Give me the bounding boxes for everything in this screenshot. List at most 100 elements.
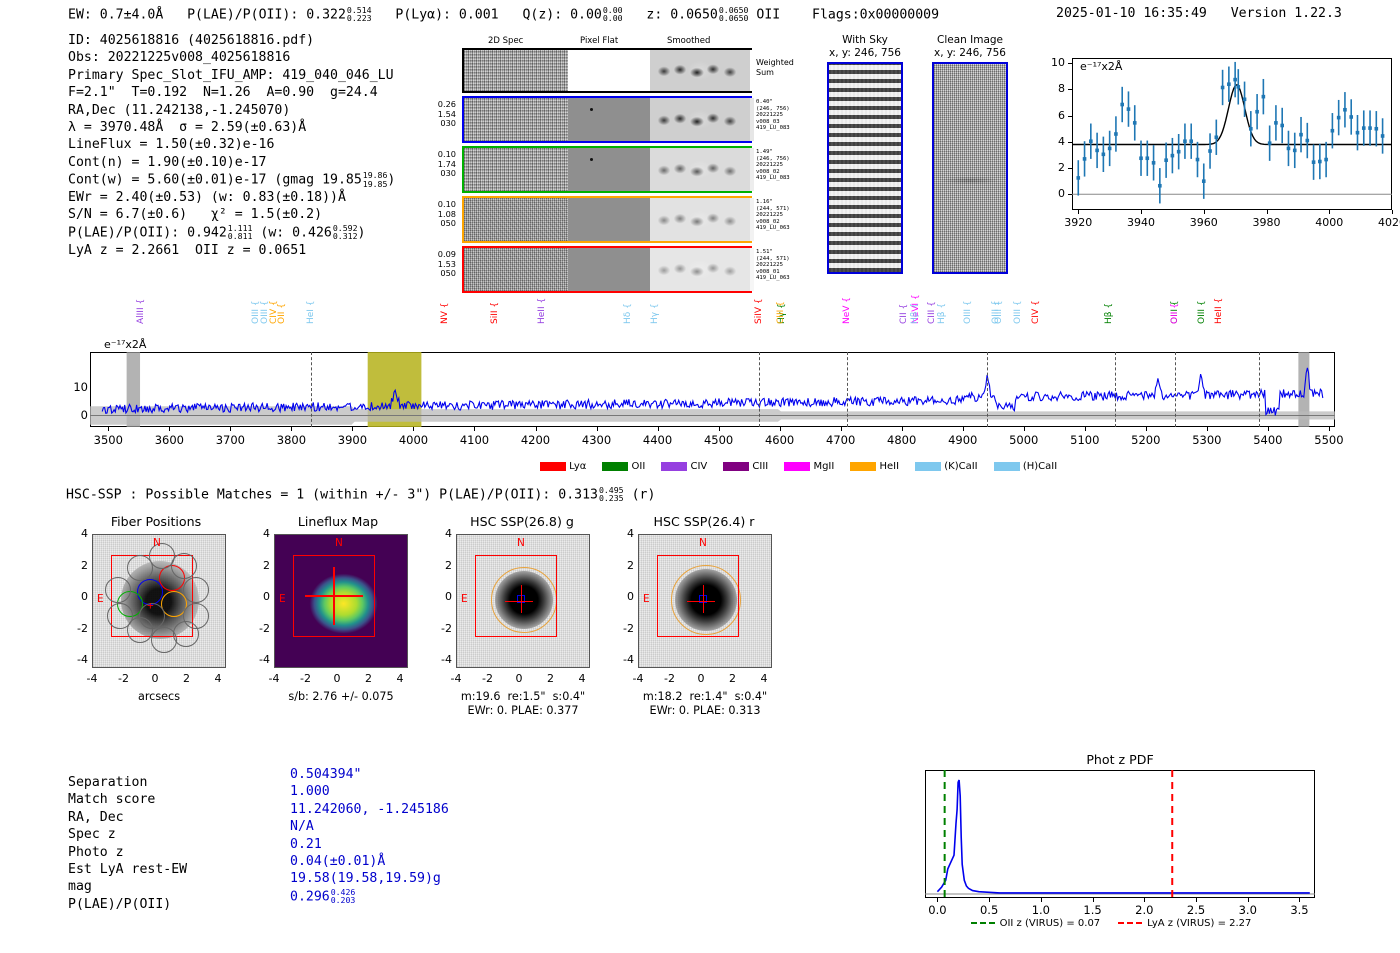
row-label-radec: RA, Dec [68, 809, 124, 825]
spectral-line-label: SiIV { [753, 298, 764, 324]
axis-tick-label: 2 [1058, 161, 1065, 175]
header-qz-range: 0.00 0.00 [602, 5, 623, 24]
axis-tick-label: 1.5 [1083, 903, 1102, 917]
spec2d-cell-smoothed [650, 50, 750, 91]
hsc-r-image: N E [638, 534, 772, 668]
axis-tick-label: 3920 [1064, 216, 1093, 229]
axis-tick-label: 3800 [276, 433, 307, 447]
hsc-heading-text: HSC-SSP : Possible Matches = 1 (within +… [66, 487, 598, 503]
legend-swatch [784, 461, 811, 471]
axis-tick-label: 0 [697, 672, 705, 685]
axis-tick-label: 4 [1058, 134, 1065, 148]
spectral-line-label: SiII { [490, 301, 501, 324]
header-plae-range: 0.514 0.223 [346, 5, 372, 24]
y-tick [1068, 168, 1072, 170]
axis-tick-label: 4500 [703, 433, 734, 447]
header-summary-line: EW: 0.7±4.0Å P(LAE)/P(OII): 0.322 0.514 0.… [68, 6, 939, 23]
spec2d-cell-smoothed [650, 98, 750, 141]
y-tick [1068, 115, 1072, 117]
x-tick [962, 427, 964, 431]
header-plae-label: P(LAE)/P(OII): [187, 7, 299, 23]
x-tick [1084, 427, 1086, 431]
spectrum-flux-annotation: e⁻¹⁷x2Å [104, 338, 147, 351]
row-value-radec: 11.242060, -1.245186 [290, 801, 449, 817]
axis-tick-label: 2 [81, 558, 88, 572]
x-tick [1206, 427, 1208, 431]
legend-swatch [993, 461, 1020, 471]
fiber-circle [139, 603, 165, 629]
cutout-with-sky-image [827, 62, 903, 274]
y-tick [1068, 63, 1072, 65]
compass-east-label: E [279, 593, 286, 605]
row-value-spec-z: N/A [290, 819, 314, 835]
legend-entry: MgII [784, 461, 834, 472]
y-tick [1068, 89, 1072, 91]
spec2d-row1-right-labels: 0.40" (246, 756) 20221225 v008_03 419_LU_083 [756, 99, 790, 132]
row-value-plae: 0.296 0.426 0.203 [290, 886, 356, 906]
axis-tick-label: 3700 [215, 433, 245, 447]
spectral-line-label: OIII { [1012, 300, 1023, 324]
spectral-line-label: Hβ { [936, 302, 947, 324]
legend-swatch [661, 461, 688, 471]
spec2d-row-fiber-2: 0.10 1.74 030 1.49" (246, 756) 20221225 v008_… [438, 146, 790, 193]
fiber-circle [183, 577, 209, 603]
spec2d-cell-smoothed [650, 148, 750, 191]
spec2d-cell-2dspec [464, 50, 568, 91]
axis-tick-label: -2 [441, 621, 452, 635]
hsc-g-fov-box [475, 555, 557, 637]
spectral-line-label: Hγ { [650, 303, 661, 324]
legend-entry: CIII [723, 461, 768, 472]
x-tick [1329, 210, 1331, 214]
info-cont-n: Cont(n) = 1.90(±0.10)e-17 [68, 154, 267, 170]
axis-tick-label: 5500 [1314, 433, 1344, 447]
axis-tick-label: 5400 [1253, 433, 1283, 447]
x-tick [989, 898, 991, 902]
spec2d-col-title-2dspec: 2D Spec [488, 36, 524, 46]
x-tick [901, 427, 903, 431]
axis-tick-label: 4900 [948, 433, 978, 447]
axis-tick-label: 0 [81, 590, 88, 603]
axis-tick-label: 0 [151, 672, 159, 685]
cutout-clean-title: Clean Image [936, 34, 1004, 46]
spectral-line-label: HeII { [1214, 297, 1225, 324]
spectrum-plot-svg [90, 352, 1335, 427]
x-tick [1040, 898, 1042, 902]
x-tick [1299, 898, 1301, 902]
spec2d-cell-smoothed [650, 198, 750, 241]
spectral-line-label: OIII { [1196, 300, 1207, 324]
spectral-line-marker [758, 352, 760, 427]
spec2d-cell-weight [750, 248, 754, 291]
info-obs: Obs: 20221225v008_4025618816 [68, 50, 291, 66]
axis-tick-label: -2 [259, 621, 270, 635]
spec2d-cell-2dspec [464, 98, 568, 141]
cutout-with-sky-subtitle: x, y: 246, 756 [829, 47, 901, 59]
y-tick [1068, 141, 1072, 143]
row-label-separation: Separation [68, 775, 148, 790]
spec2d-weighted-sum-label: Weighted Sum [756, 58, 794, 77]
x-tick [474, 427, 476, 431]
axis-tick-label: 0 [263, 590, 270, 603]
legend-label: OII [628, 461, 646, 472]
legend-swatch [602, 461, 629, 471]
header-qz: Q(z): 0.00 [522, 7, 602, 23]
phot-z-legend: OII z (VIRUS) = 0.07 LyA z (VIRUS) = 2.27 [915, 918, 1325, 929]
compass-north-label: N [335, 537, 343, 549]
spec2d-row4-right-labels: 1.51" (244, 571) 20221225 v008_01 419_LU_063 [756, 249, 790, 282]
axis-tick-label: 4800 [887, 433, 917, 447]
row-value-match-score: 1.000 [290, 784, 330, 800]
legend-entry: Lyα [540, 461, 586, 472]
timestamp: 2025-01-10 16:35:49 [1056, 6, 1207, 21]
version-label: Version 1.22.3 [1230, 6, 1342, 21]
lineflux-map-caption: s/b: 2.76 +/- 0.075 [288, 690, 394, 703]
spec2d-row2-left-labels: 0.10 1.74 030 [437, 149, 456, 179]
axis-tick-label: -4 [441, 653, 452, 666]
axis-tick-label: -4 [268, 672, 280, 685]
panel-hsc-r-title: HSC SSP(26.4) r [653, 514, 755, 529]
spectral-line-label: CII { [898, 303, 909, 324]
axis-tick-label: 4400 [642, 433, 673, 447]
axis-tick-label: -2 [118, 672, 129, 685]
axis-tick-label: 4 [263, 527, 270, 540]
axis-tick-label: 3900 [337, 433, 368, 447]
hsc-g-caption2: EWr: 0. PLAE: 0.377 [467, 704, 579, 717]
fiber-positions-caption: arcsecs [137, 690, 181, 703]
